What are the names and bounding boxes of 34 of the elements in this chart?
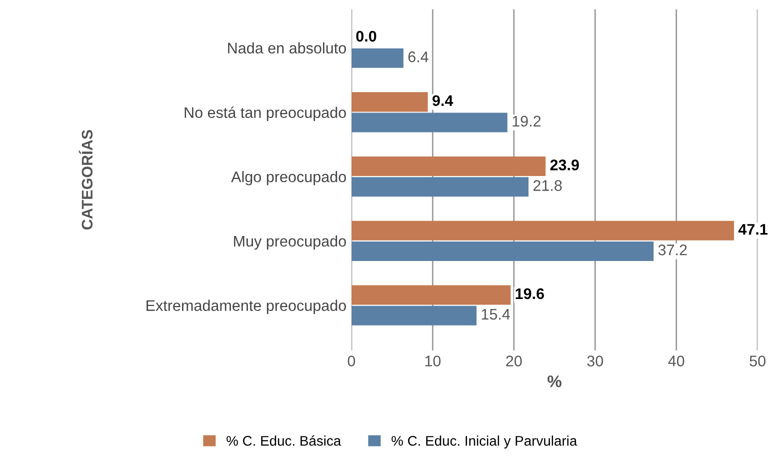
data-label: 9.4 (432, 95, 454, 106)
x-tick-label: 50 (750, 356, 766, 366)
data-label: 19.2 (512, 116, 541, 127)
x-tick-label: 10 (425, 356, 441, 366)
bar (351, 156, 546, 176)
bar (351, 220, 734, 240)
x-tick-label: 0 (348, 356, 356, 366)
bar (351, 48, 404, 68)
y-tick-label: Muy preocupado (234, 235, 346, 250)
y-tick-label: Algo preocupado (231, 171, 346, 186)
data-label: 19.6 (516, 288, 544, 300)
data-label: 37.2 (658, 244, 687, 256)
x-tick-label: 40 (668, 356, 684, 366)
legend-label: % C. Educ. Básica (226, 435, 342, 446)
y-tick-label: Nada en absoluto (228, 42, 346, 54)
x-tick-label: 20 (506, 356, 522, 366)
bar (351, 306, 477, 326)
bar (351, 285, 511, 305)
x-axis-title: % (548, 376, 562, 388)
y-tick-label: No está tan preocupado (184, 106, 346, 121)
bar (351, 241, 654, 262)
bar (351, 112, 508, 132)
y-axis-title: CATEGORÍAS (78, 130, 93, 230)
bar (351, 92, 428, 112)
bar (351, 177, 529, 197)
data-label: 6.4 (408, 51, 428, 62)
data-label: 15.4 (482, 309, 510, 320)
data-label: 23.9 (550, 160, 579, 170)
data-label: 0.0 (356, 30, 376, 42)
data-label: 21.8 (533, 180, 562, 191)
data-label: 47.1 (738, 224, 768, 235)
legend-label: % C. Educ. Inicial y Parvularia (392, 436, 578, 448)
x-tick-label: 30 (587, 356, 604, 366)
y-tick-label: Extremadamente preocupado (146, 300, 346, 314)
